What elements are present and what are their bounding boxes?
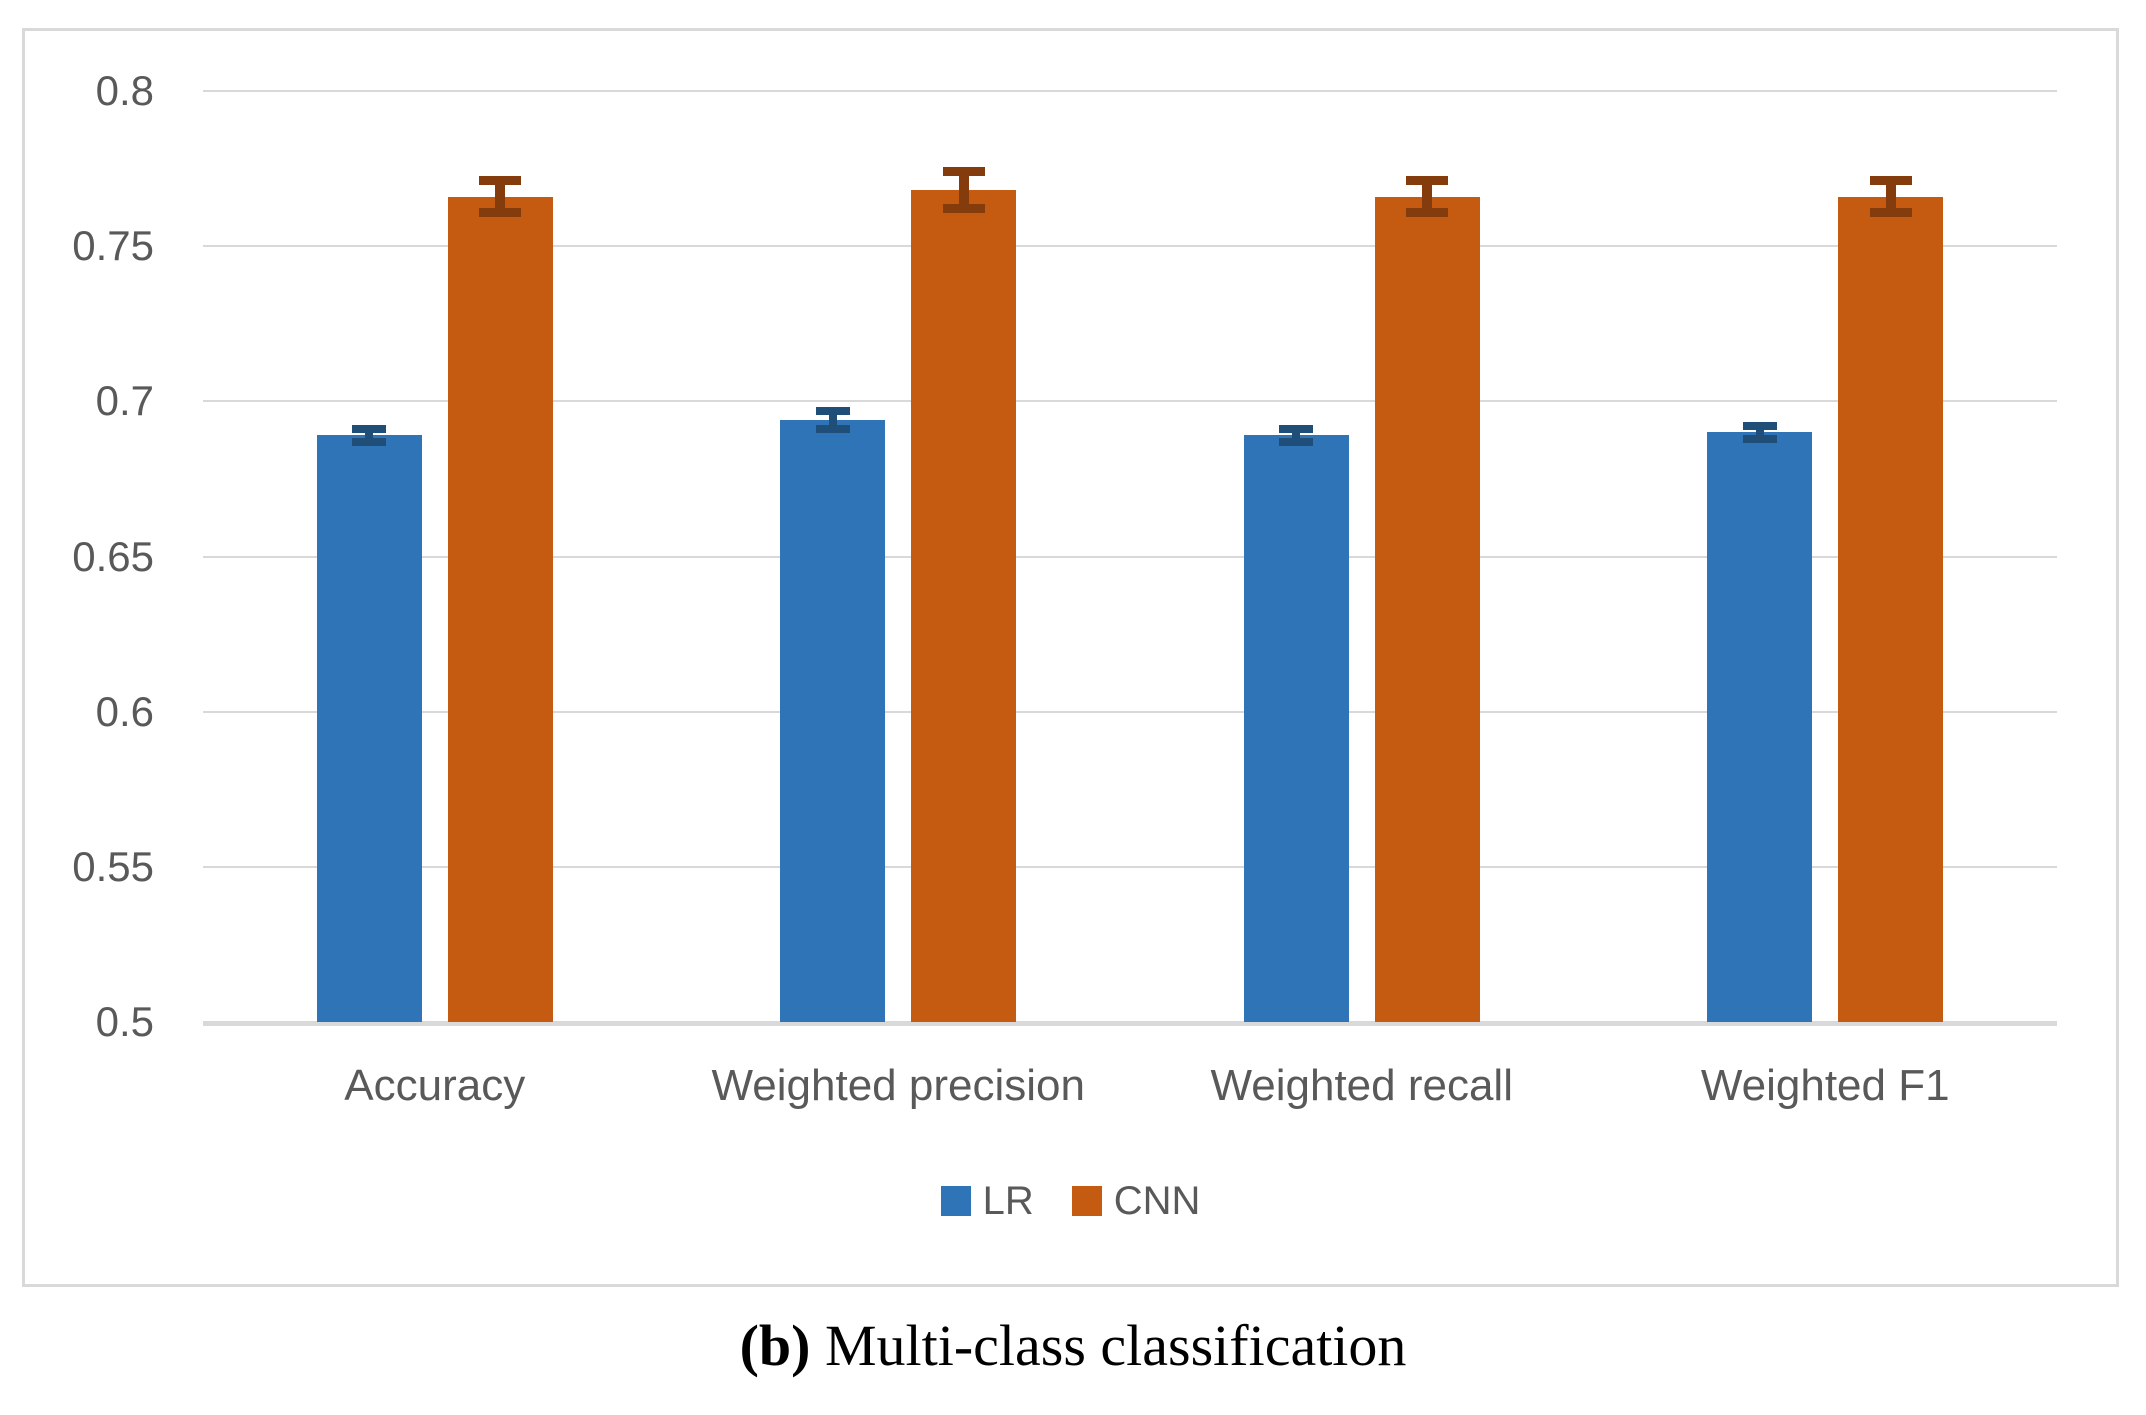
error-bar-cap bbox=[1742, 422, 1777, 431]
y-tick-label: 0.6 bbox=[95, 687, 154, 735]
error-bar-cap bbox=[479, 207, 522, 217]
error-bar-cap bbox=[815, 425, 850, 434]
legend-item-lr: LR bbox=[940, 1179, 1034, 1223]
error-bar-cap bbox=[942, 204, 985, 214]
y-tick-label: 0.5 bbox=[95, 998, 154, 1045]
x-category-label: Weighted precision bbox=[711, 1061, 1085, 1110]
caption-text: Multi-class classification bbox=[824, 1313, 1407, 1378]
error-bar-cap bbox=[1742, 434, 1777, 443]
figure-caption: (b) Multi-class classification bbox=[0, 1312, 2146, 1379]
chart-area: 0.8 0.75 0.7 0.65 0.6 0.55 0.5 Accuracy Weighte… bbox=[22, 28, 2119, 1287]
error-bar-stem bbox=[958, 171, 969, 209]
bar-cnn-weighted-f1 bbox=[1838, 196, 1944, 1022]
error-bar-cap bbox=[1869, 207, 1912, 217]
y-tick-label: 0.55 bbox=[72, 842, 154, 890]
error-bar-stem bbox=[828, 410, 837, 430]
legend-swatch-cnn bbox=[1071, 1186, 1102, 1216]
x-category-label: Weighted F1 bbox=[1700, 1061, 1950, 1110]
error-bar-cap bbox=[815, 406, 850, 415]
legend: LR CNN bbox=[25, 1181, 2116, 1221]
error-bar-stem bbox=[1292, 429, 1301, 442]
y-tick-label: 0.7 bbox=[95, 377, 154, 425]
gridline bbox=[203, 710, 2057, 713]
error-bar-stem bbox=[1885, 180, 1896, 213]
legend-label: LR bbox=[982, 1179, 1034, 1223]
legend-swatch-lr bbox=[940, 1186, 971, 1216]
error-bar-cap bbox=[1279, 437, 1314, 446]
gridline bbox=[203, 90, 2057, 92]
error-bar-cap bbox=[352, 425, 387, 434]
error-bar-cap bbox=[1406, 207, 1449, 217]
y-tick-label: 0.65 bbox=[72, 532, 154, 580]
x-category-label: Weighted recall bbox=[1210, 1061, 1513, 1110]
error-bar-cap bbox=[1406, 176, 1449, 186]
bar-lr-weighted-f1 bbox=[1707, 432, 1813, 1022]
bar-lr-accuracy bbox=[316, 435, 422, 1022]
legend-label: CNN bbox=[1113, 1179, 1201, 1223]
bar-cnn-weighted-recall bbox=[1374, 196, 1480, 1022]
gridline bbox=[203, 555, 2057, 558]
legend-item-cnn: CNN bbox=[1071, 1179, 1201, 1223]
error-bar-stem bbox=[365, 429, 374, 442]
y-tick-label: 0.8 bbox=[95, 67, 154, 114]
x-axis-line bbox=[203, 1021, 2057, 1026]
error-bar-stem bbox=[1422, 180, 1433, 213]
bar-lr-weighted-precision bbox=[780, 419, 886, 1022]
error-bar-stem bbox=[495, 180, 506, 213]
error-bar-cap bbox=[942, 167, 985, 177]
caption-label: (b) bbox=[739, 1313, 811, 1378]
error-bar-cap bbox=[1869, 176, 1912, 186]
error-bar-stem bbox=[1755, 426, 1764, 439]
bar-lr-weighted-recall bbox=[1243, 435, 1349, 1022]
gridline bbox=[203, 245, 2057, 248]
gridline bbox=[203, 400, 2057, 403]
bar-cnn-weighted-precision bbox=[911, 190, 1017, 1022]
error-bar-cap bbox=[352, 437, 387, 446]
error-bar-cap bbox=[1279, 425, 1314, 434]
bar-cnn-accuracy bbox=[447, 196, 553, 1022]
y-tick-label: 0.75 bbox=[72, 222, 154, 270]
error-bar-cap bbox=[479, 176, 522, 186]
gridline bbox=[203, 865, 2057, 868]
x-category-label: Accuracy bbox=[344, 1061, 526, 1110]
